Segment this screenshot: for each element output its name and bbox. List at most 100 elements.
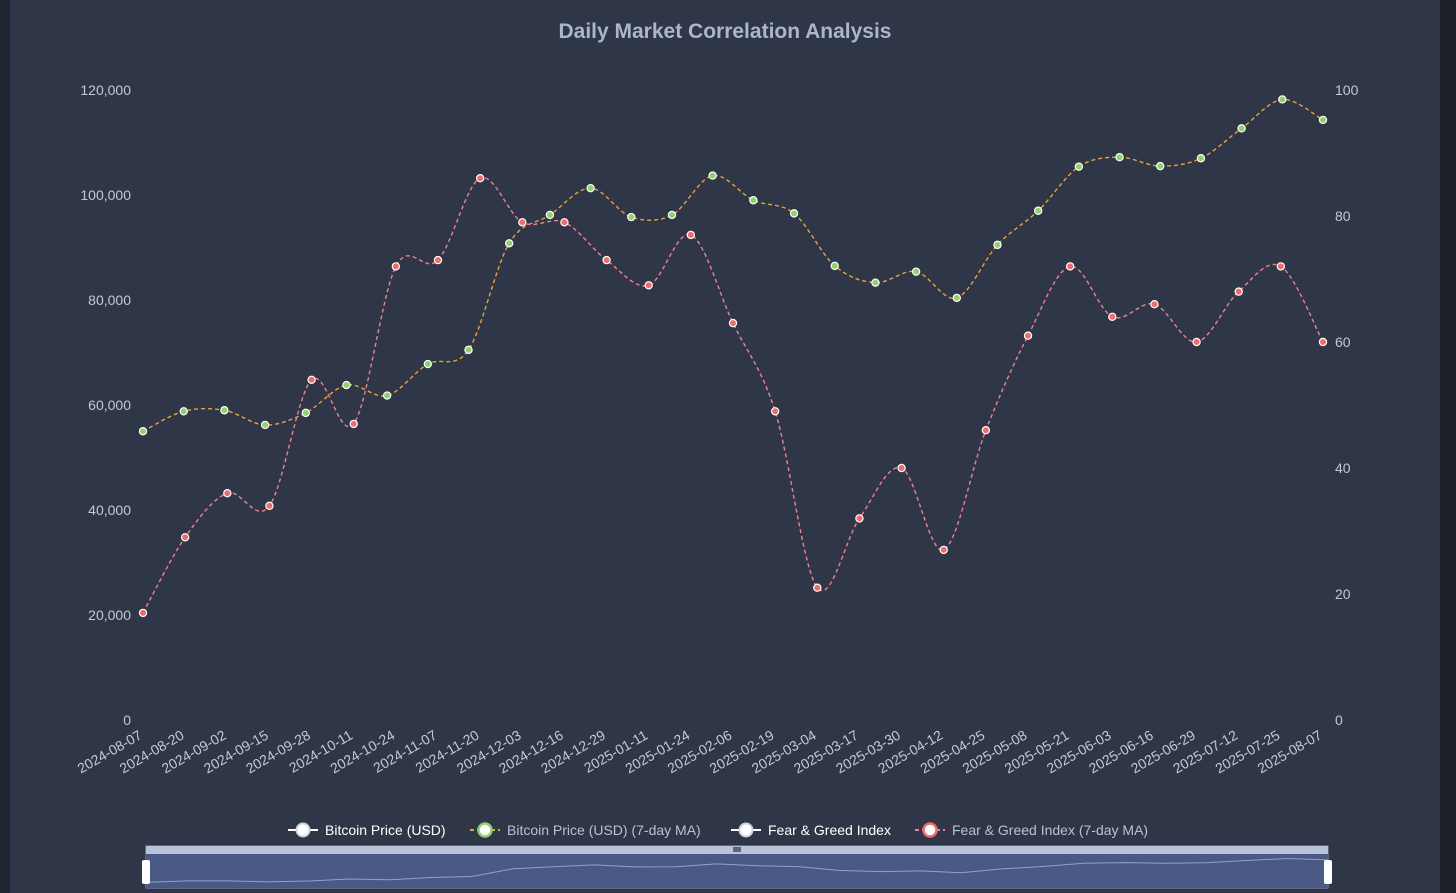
- data-point[interactable]: [464, 345, 473, 355]
- x-axis: 2024-08-072024-08-202024-09-022024-09-15…: [74, 727, 1324, 777]
- data-point[interactable]: [260, 420, 270, 430]
- legend-label: Fear & Greed Index (7-day MA): [952, 822, 1148, 838]
- data-point[interactable]: [855, 514, 864, 523]
- data-point[interactable]: [830, 261, 839, 271]
- data-point[interactable]: [382, 391, 392, 400]
- data-point[interactable]: [1108, 312, 1117, 321]
- data-point[interactable]: [1234, 287, 1243, 296]
- data-point[interactable]: [586, 183, 595, 193]
- y-right-tick: 0: [1335, 712, 1343, 728]
- y-left-tick: 20,000: [88, 607, 131, 623]
- slider-left-handle[interactable]: [142, 860, 150, 884]
- data-point[interactable]: [301, 408, 310, 418]
- y-left-tick: 0: [123, 712, 131, 728]
- data-point[interactable]: [505, 239, 514, 248]
- legend-label: Fear & Greed Index: [768, 822, 891, 838]
- y-left-tick: 40,000: [88, 502, 131, 518]
- data-point[interactable]: [545, 210, 555, 220]
- legend-label: Bitcoin Price (USD) (7-day MA): [507, 822, 701, 838]
- slider-preview-line: [145, 857, 1329, 883]
- y-right-tick: 80: [1335, 208, 1351, 224]
- data-point[interactable]: [939, 545, 948, 555]
- data-point[interactable]: [644, 281, 653, 290]
- y-left-tick: 80,000: [88, 292, 131, 308]
- window-edge: [1440, 0, 1456, 893]
- slider-right-handle[interactable]: [1324, 860, 1332, 884]
- data-point[interactable]: [1150, 300, 1159, 309]
- data-point[interactable]: [1033, 206, 1043, 215]
- legend-item-fng-ma[interactable]: Fear & Greed Index (7-day MA): [915, 822, 1148, 838]
- data-point[interactable]: [981, 426, 991, 435]
- y-right-tick: 100: [1335, 82, 1359, 98]
- data-point[interactable]: [686, 230, 696, 240]
- data-point[interactable]: [349, 419, 358, 429]
- data-point[interactable]: [179, 407, 188, 416]
- data-point[interactable]: [1074, 162, 1084, 171]
- data-point[interactable]: [342, 380, 351, 390]
- data-point[interactable]: [1318, 115, 1328, 125]
- data-point[interactable]: [952, 293, 961, 303]
- y-right-tick: 40: [1335, 460, 1351, 476]
- data-point[interactable]: [813, 583, 822, 592]
- data-point[interactable]: [475, 173, 485, 183]
- data-point[interactable]: [1023, 331, 1033, 340]
- chart-frame: [10, 0, 1440, 893]
- y-left-tick: 100,000: [80, 187, 131, 203]
- data-point[interactable]: [138, 427, 148, 436]
- legend-marker-icon: [477, 822, 493, 838]
- data-point[interactable]: [180, 533, 190, 542]
- data-point[interactable]: [307, 375, 316, 384]
- data-point[interactable]: [1278, 95, 1287, 104]
- data-point[interactable]: [993, 240, 1002, 250]
- right-axis: 0 20 40 60 80 100: [1335, 82, 1359, 728]
- data-point[interactable]: [911, 267, 921, 276]
- legend-marker-icon: [295, 822, 311, 838]
- data-point[interactable]: [1065, 262, 1075, 271]
- y-left-tick: 120,000: [80, 82, 131, 98]
- data-point[interactable]: [1156, 161, 1165, 171]
- data-point[interactable]: [423, 359, 433, 369]
- data-point[interactable]: [770, 407, 780, 416]
- series-line-1: [142, 177, 1324, 614]
- slider-selection[interactable]: [146, 854, 1328, 888]
- left-axis: 0 20,000 40,000 60,000 80,000 100,000 120,000: [80, 82, 131, 728]
- plot-area: [138, 95, 1328, 618]
- data-point[interactable]: [1276, 262, 1286, 271]
- data-point[interactable]: [708, 171, 717, 180]
- data-point[interactable]: [560, 218, 569, 227]
- data-point[interactable]: [433, 255, 443, 265]
- slider-grip-icon[interactable]: [733, 847, 741, 852]
- data-point[interactable]: [265, 501, 274, 510]
- data-point[interactable]: [1318, 337, 1328, 347]
- legend: Bitcoin Price (USD) Bitcoin Price (USD) …: [288, 822, 1148, 838]
- data-point[interactable]: [1196, 154, 1206, 163]
- series-line-0: [142, 98, 1324, 432]
- data-point[interactable]: [1237, 124, 1246, 133]
- data-point[interactable]: [1115, 152, 1124, 162]
- data-point[interactable]: [1192, 337, 1201, 347]
- data-point[interactable]: [223, 489, 232, 498]
- legend-item-fng[interactable]: Fear & Greed Index: [731, 822, 891, 838]
- data-point[interactable]: [871, 278, 880, 287]
- zoom-slider[interactable]: [142, 845, 1332, 889]
- legend-marker-icon: [738, 822, 754, 838]
- legend-item-btc-ma[interactable]: Bitcoin Price (USD) (7-day MA): [470, 822, 701, 838]
- data-point[interactable]: [897, 463, 906, 473]
- data-point[interactable]: [220, 406, 229, 415]
- data-point[interactable]: [667, 210, 677, 220]
- y-right-tick: 20: [1335, 586, 1351, 602]
- data-point[interactable]: [518, 218, 527, 227]
- legend-label: Bitcoin Price (USD): [325, 822, 446, 838]
- y-right-tick: 60: [1335, 334, 1351, 350]
- data-point[interactable]: [728, 318, 738, 328]
- legend-marker-icon: [922, 822, 938, 838]
- data-point[interactable]: [602, 255, 611, 265]
- data-point[interactable]: [138, 608, 148, 618]
- chart-title: Daily Market Correlation Analysis: [558, 20, 891, 43]
- data-point[interactable]: [789, 209, 799, 218]
- data-point[interactable]: [391, 262, 401, 271]
- legend-item-btc[interactable]: Bitcoin Price (USD): [288, 822, 446, 838]
- data-point[interactable]: [749, 196, 758, 205]
- data-point[interactable]: [627, 212, 636, 222]
